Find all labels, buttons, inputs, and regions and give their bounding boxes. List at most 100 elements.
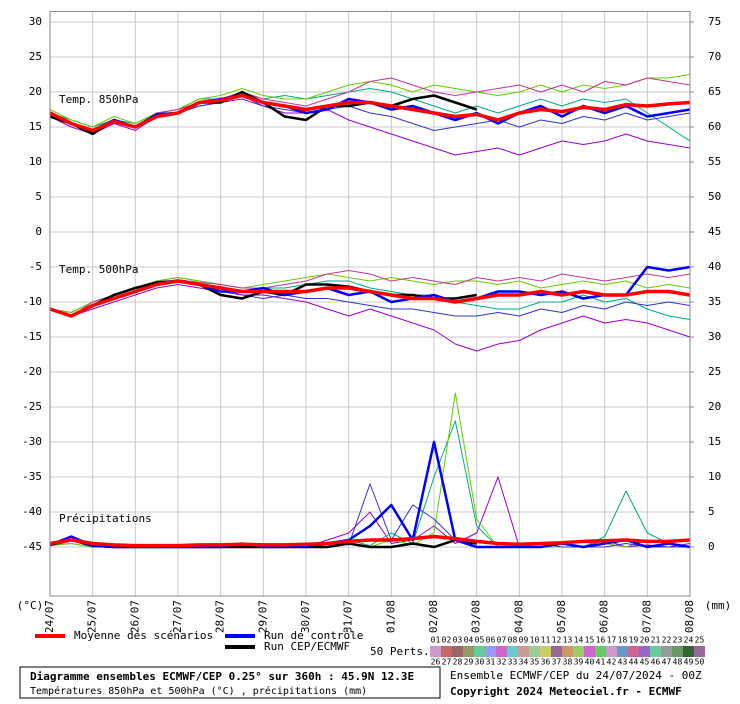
pert-swatch (463, 646, 474, 657)
pert-swatch (672, 646, 683, 657)
pert-label: 48 (673, 658, 683, 667)
pert-label: 43 (618, 658, 628, 667)
pert-swatch (540, 646, 551, 657)
pert-label: 44 (629, 658, 639, 667)
pert-label: 17 (607, 636, 617, 645)
x-tick-label: 01/08 (384, 600, 397, 633)
y-tick-label: -25 (22, 400, 42, 413)
x-tick-label: 24/07 (43, 600, 56, 633)
pert-swatch (683, 646, 694, 657)
pert-label: 20 (640, 636, 650, 645)
pert-swatch (507, 646, 518, 657)
y2-tick-label: 70 (708, 50, 721, 63)
legend-label: Run de contrôle (264, 629, 363, 642)
pert-swatch (628, 646, 639, 657)
y-tick-label: -35 (22, 470, 42, 483)
y2-tick-label: 50 (708, 190, 721, 203)
x-tick-label: 26/07 (128, 600, 141, 633)
y-tick-label: -30 (22, 435, 42, 448)
y2-tick-label: 55 (708, 155, 721, 168)
pert-label: 03 (453, 636, 463, 645)
pert-label: 21 (651, 636, 661, 645)
pert-swatch (529, 646, 540, 657)
perturbation-line (49, 273, 691, 313)
pert-label: 26 (431, 658, 441, 667)
footer-box (19, 666, 441, 699)
pert-label: 36 (541, 658, 551, 667)
pert-label: 49 (684, 658, 694, 667)
pert-label: 38 (563, 658, 573, 667)
pert-swatch (694, 646, 705, 657)
pert-label: 07 (497, 636, 507, 645)
pert-swatch (441, 646, 452, 657)
y2-tick-label: 40 (708, 260, 721, 273)
y-tick-label: -5 (29, 260, 42, 273)
pert-label: 24 (684, 636, 694, 645)
pert-label: 19 (629, 636, 639, 645)
y-tick-label: -20 (22, 365, 42, 378)
series-line (49, 534, 691, 548)
x-tick-label: 31/07 (342, 600, 355, 633)
x-tick-label: 02/08 (427, 600, 440, 633)
pert-label: 40 (585, 658, 595, 667)
panel-label: Précipitations (59, 512, 152, 525)
pert-swatch (551, 646, 562, 657)
series-line (49, 93, 691, 133)
pert-label: 01 (431, 636, 441, 645)
pert-swatch (606, 646, 617, 657)
y-tick-label: -40 (22, 505, 42, 518)
x-tick-label: 30/07 (299, 600, 312, 633)
pert-label: 22 (662, 636, 672, 645)
y2-tick-label: 60 (708, 120, 721, 133)
panel-label: Temp. 850hPa (59, 93, 138, 106)
pert-swatch (661, 646, 672, 657)
pert-swatch (617, 646, 628, 657)
y2-tick-label: 45 (708, 225, 721, 238)
y-tick-label: 0 (35, 225, 42, 238)
series-line (49, 279, 691, 318)
pert-swatch (474, 646, 485, 657)
pert-label: 06 (486, 636, 496, 645)
pert-legend-label: 50 Perts. (370, 645, 430, 658)
pert-swatch (452, 646, 463, 657)
pert-label: 30 (475, 658, 485, 667)
pert-label: 37 (552, 658, 562, 667)
pert-label: 18 (618, 636, 628, 645)
x-tick-label: 27/07 (171, 600, 184, 633)
y2-tick-label: 15 (708, 435, 721, 448)
pert-swatch (562, 646, 573, 657)
footer-subtitle: Températures 850hPa et 500hPa (°C) , pré… (30, 685, 367, 697)
pert-label: 31 (486, 658, 496, 667)
y-tick-label: -15 (22, 330, 42, 343)
x-tick-label: 05/08 (555, 600, 568, 633)
pert-label: 39 (574, 658, 584, 667)
pert-label: 05 (475, 636, 485, 645)
pert-swatch (650, 646, 661, 657)
plot-frame (49, 11, 691, 597)
pert-label: 46 (651, 658, 661, 667)
pert-label: 35 (530, 658, 540, 667)
y2-tick-label: 0 (708, 540, 715, 553)
panel-label: Temp. 500hPa (59, 263, 138, 276)
y-tick-label: -10 (22, 295, 42, 308)
lines (49, 74, 691, 549)
x-tick-label: 04/08 (512, 600, 525, 633)
legend: Moyenne des scénarios Run de contrôleRun … (35, 629, 705, 667)
pert-label: 32 (497, 658, 507, 667)
perturbation-line (49, 284, 691, 352)
x-tick-label: 28/07 (214, 600, 227, 633)
pert-swatch (518, 646, 529, 657)
y2-tick-label: 35 (708, 295, 721, 308)
perturbation-line (49, 77, 691, 131)
pert-swatch (485, 646, 496, 657)
pert-label: 14 (574, 636, 584, 645)
pert-label: 47 (662, 658, 672, 667)
x-tick-label: 08/08 (683, 600, 696, 633)
x-tick-label: 07/08 (640, 600, 653, 633)
pert-swatch (639, 646, 650, 657)
pert-label: 11 (541, 636, 551, 645)
pert-label: 28 (453, 658, 463, 667)
pert-label: 50 (695, 658, 705, 667)
y-tick-label: 15 (29, 120, 42, 133)
